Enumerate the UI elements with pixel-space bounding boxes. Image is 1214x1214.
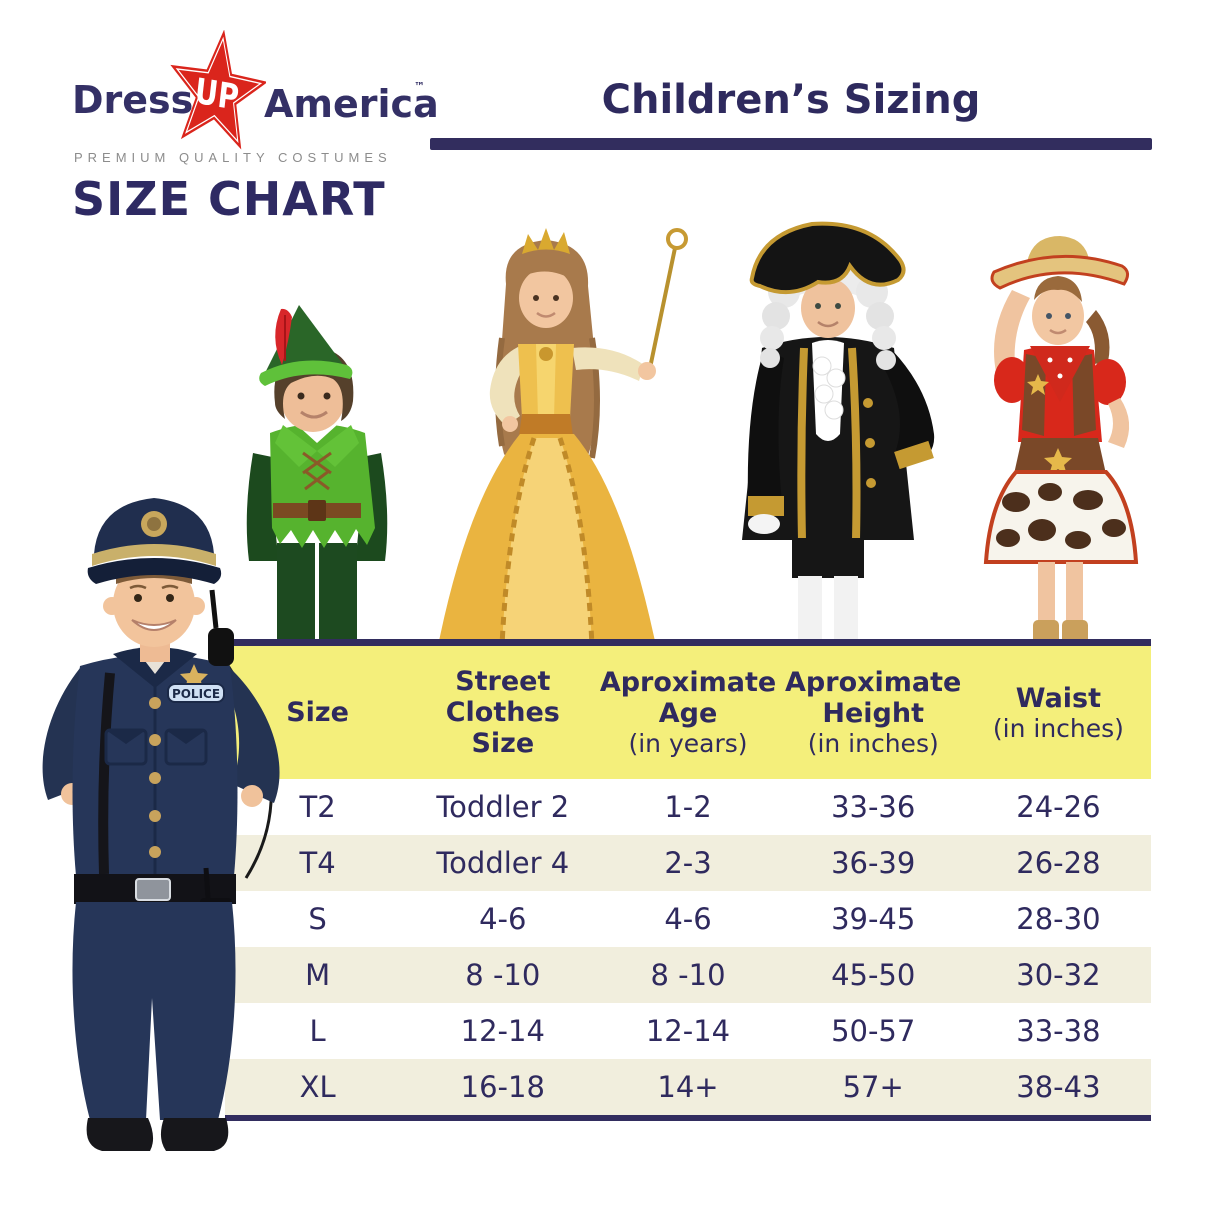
- table-row-m: M 8 -10 8 -10 45-50 30-32: [225, 947, 1151, 1003]
- size-table-header: Size Street Clothes Size Aproximate Age …: [225, 646, 1151, 779]
- cowgirl-costume-photo: [983, 236, 1139, 646]
- table-row-t2: T2 Toddler 2 1-2 33-36 24-26: [225, 779, 1151, 835]
- princess-figure: [438, 228, 688, 646]
- logo-word-dress: Dress: [72, 78, 194, 122]
- table-row-l: L 12-14 12-14 50-57 33-38: [225, 1003, 1151, 1059]
- police-costume-photo: POLICE: [42, 498, 280, 1151]
- table-row-s: S 4-6 4-6 39-45 28-30: [225, 891, 1151, 947]
- princess-costume-photo: [438, 228, 688, 646]
- column-header-size: Size: [286, 696, 349, 728]
- brand-logo: Dress UP America ™ PREMIUM QUALITY COSTU…: [72, 26, 462, 236]
- brand-tagline: PREMIUM QUALITY COSTUMES: [74, 150, 392, 165]
- column-header-approximate-height: Aproximate Height (in inches): [785, 667, 962, 759]
- table-row-xl: XL 16-18 14+ 57+ 38-43: [225, 1059, 1151, 1115]
- trademark-symbol: ™: [414, 80, 425, 93]
- table-row-t4: T4 Toddler 4 2-3 36-39 26-28: [225, 835, 1151, 891]
- logo-star-icon: UP: [170, 30, 266, 150]
- page-title-block: Children’s Sizing: [430, 80, 1152, 150]
- cowgirl-figure: [983, 236, 1139, 646]
- logo-word-america: America: [264, 82, 439, 126]
- peter-pan-costume-photo: [246, 305, 388, 645]
- size-table: Size Street Clothes Size Aproximate Age …: [225, 639, 1151, 1121]
- peter-pan-figure: [246, 305, 388, 645]
- column-header-waist: Waist (in inches): [992, 682, 1124, 743]
- logo-word-up: UP: [193, 70, 241, 119]
- colonial-costume-photo: [742, 221, 935, 646]
- page-title: Children’s Sizing: [601, 77, 981, 123]
- colonial-figure: [742, 221, 935, 646]
- title-underline: [430, 138, 1152, 150]
- police-patch-label: POLICE: [172, 687, 220, 701]
- column-header-street-clothes-size: Street Clothes Size: [445, 665, 560, 760]
- size-chart-heading: SIZE CHART: [72, 172, 386, 226]
- column-header-approximate-age: Aproximate Age (in years): [599, 667, 777, 759]
- police-figure: POLICE: [42, 498, 280, 1151]
